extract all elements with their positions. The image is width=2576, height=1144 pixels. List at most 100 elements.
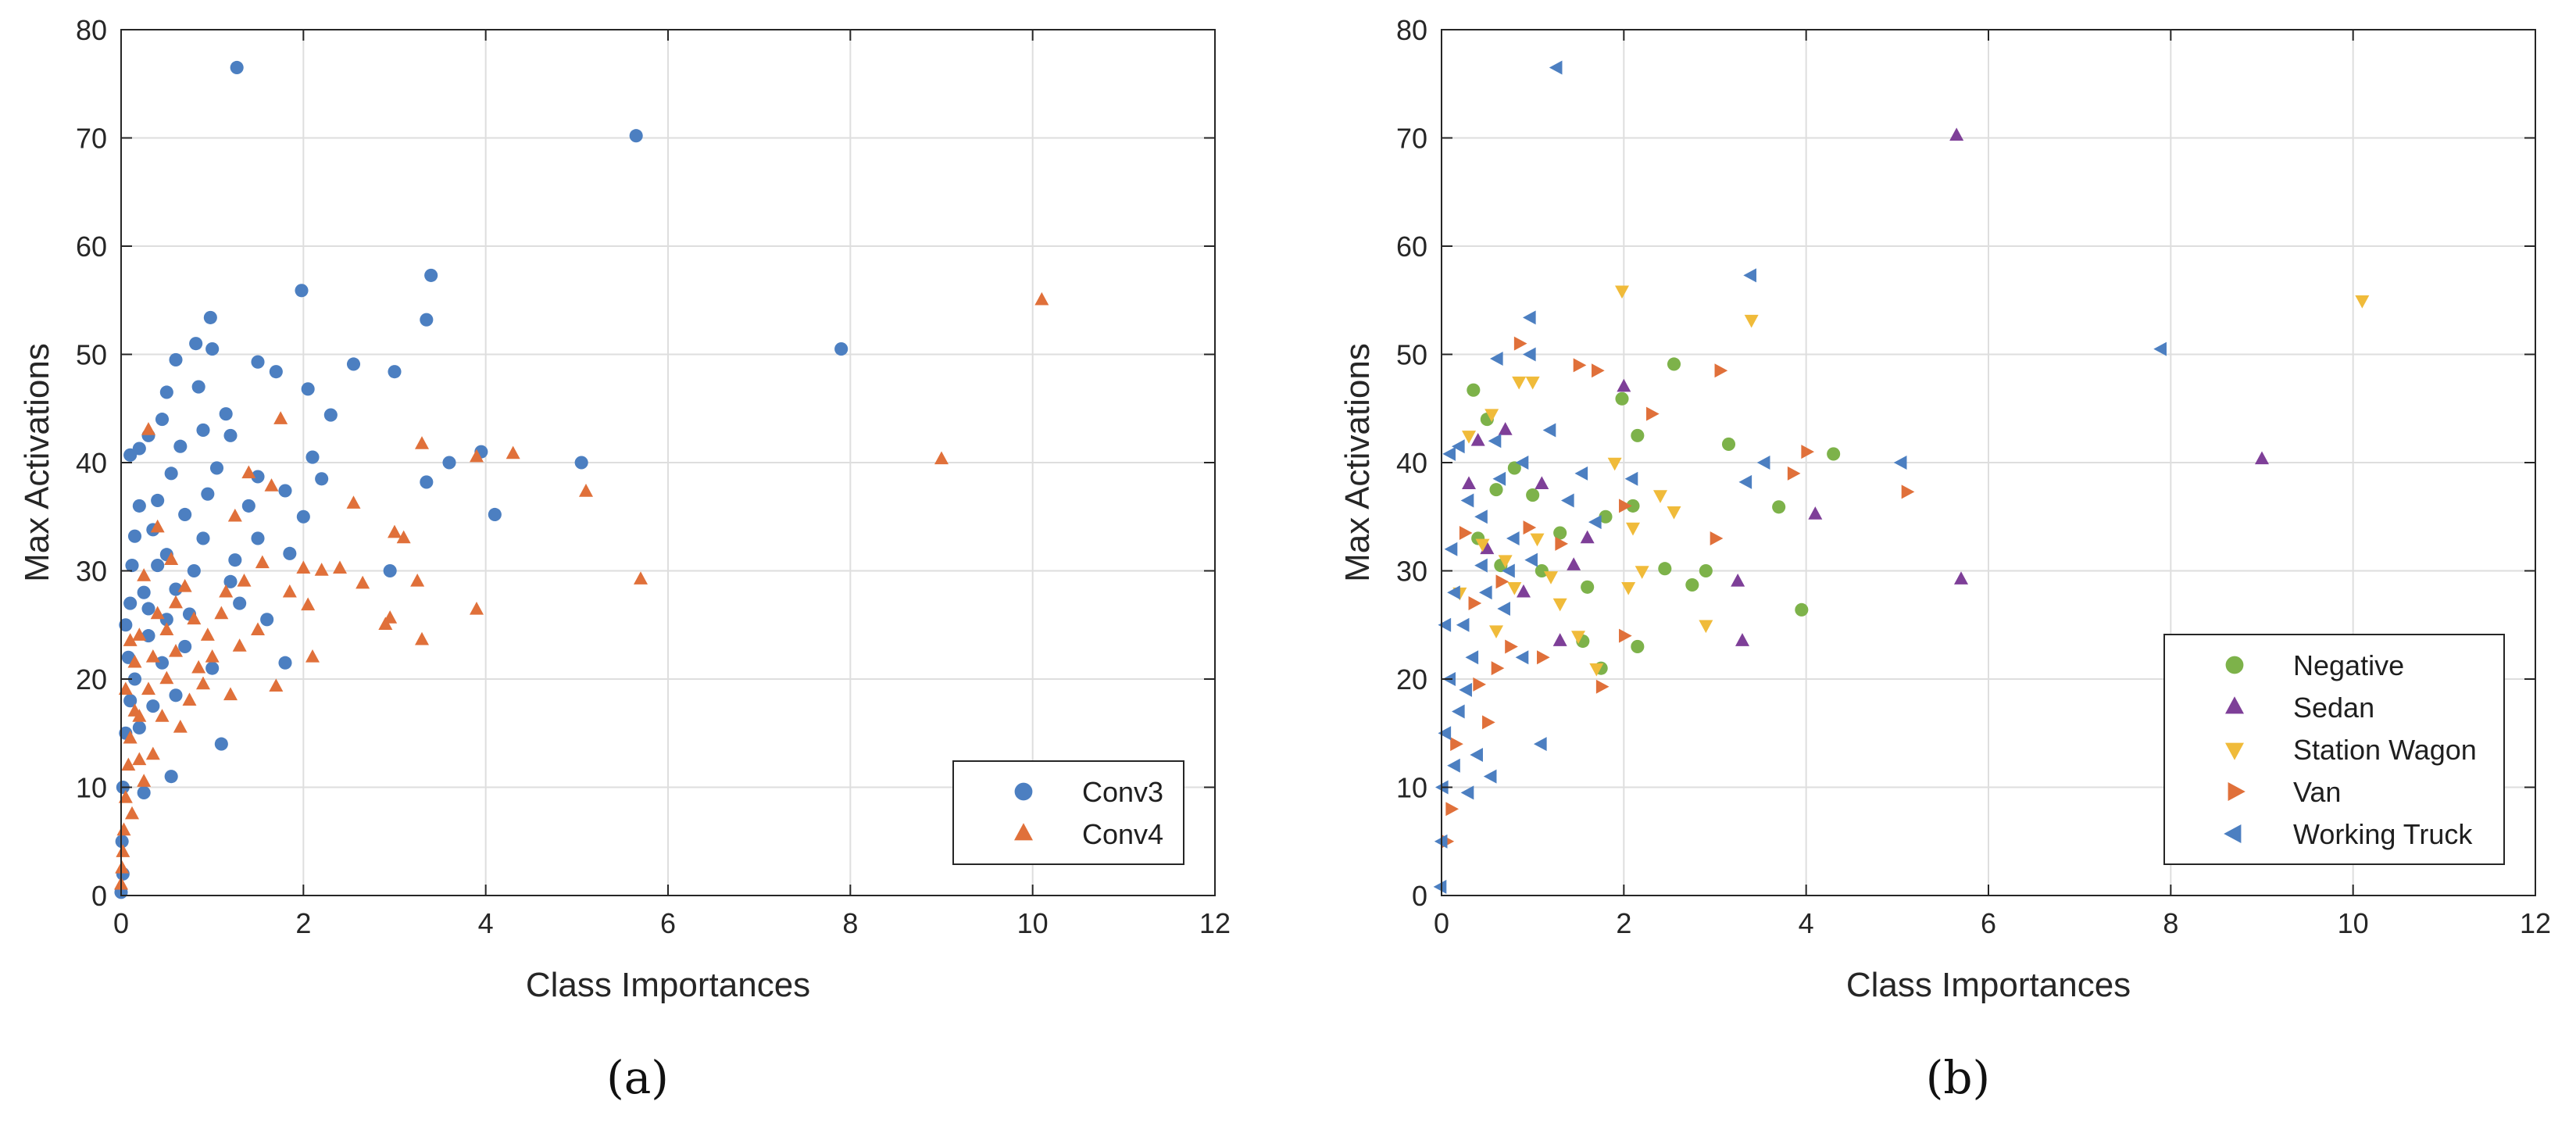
legend-label: Van <box>2293 776 2341 808</box>
data-point <box>1535 476 1549 489</box>
data-point <box>2255 451 2269 465</box>
data-point <box>137 785 151 799</box>
data-point <box>1772 500 1786 514</box>
data-point <box>121 757 136 771</box>
data-point <box>1473 677 1487 692</box>
data-point <box>118 681 133 695</box>
data-point <box>196 676 210 690</box>
data-point <box>1589 663 1604 677</box>
x-tick-label: 0 <box>1434 907 1449 939</box>
y-tick-label: 40 <box>76 447 107 479</box>
data-point <box>1438 617 1452 632</box>
data-point <box>115 860 130 874</box>
data-point <box>396 530 411 544</box>
data-point <box>155 413 170 427</box>
data-point <box>1580 530 1595 544</box>
data-point <box>205 342 220 356</box>
data-point <box>1478 585 1492 600</box>
data-point <box>1517 584 1531 598</box>
data-point <box>1626 499 1640 513</box>
data-point <box>424 268 438 282</box>
data-point <box>228 553 242 567</box>
data-point <box>123 633 138 646</box>
data-point <box>115 835 129 849</box>
data-point <box>1535 563 1549 578</box>
data-point <box>116 844 130 857</box>
data-point <box>1456 617 1470 632</box>
data-point <box>1795 602 1809 617</box>
data-point <box>1621 581 1636 595</box>
data-point <box>388 365 402 379</box>
data-point <box>169 644 183 657</box>
data-point <box>420 313 434 327</box>
data-point <box>2153 341 2167 356</box>
data-point <box>1646 406 1660 421</box>
x-tick-label: 4 <box>478 907 494 939</box>
data-point <box>1893 456 1907 470</box>
data-point <box>388 524 402 538</box>
data-point <box>132 627 147 641</box>
data-point <box>278 656 292 670</box>
x-tick-label: 2 <box>1616 907 1631 939</box>
data-point <box>1714 363 1728 378</box>
data-point <box>203 310 217 324</box>
data-point <box>1801 445 1815 459</box>
data-point <box>1522 310 1536 325</box>
data-point <box>116 822 131 836</box>
y-tick-label: 50 <box>76 339 107 371</box>
data-point <box>169 582 183 596</box>
data-point <box>415 436 429 449</box>
data-point <box>137 568 152 581</box>
data-point <box>1574 466 1588 481</box>
data-point <box>634 571 648 585</box>
data-point <box>1949 127 1964 141</box>
data-point <box>1465 650 1479 665</box>
data-point <box>383 563 397 578</box>
data-point <box>209 461 224 475</box>
data-point <box>1756 456 1770 470</box>
data-point <box>141 422 155 435</box>
data-point <box>1515 650 1529 665</box>
panel-b: 0 2 4 6 8 10 12 0 10 20 30 40 50 60 70 80 Class Importan… <box>1320 0 2576 1140</box>
legend-marker <box>1014 782 1033 801</box>
data-point <box>1710 531 1724 545</box>
data-point <box>1658 562 1672 576</box>
data-point <box>1459 682 1472 697</box>
data-point <box>223 428 238 442</box>
data-point <box>178 507 192 522</box>
legend-label: Sedan <box>2293 692 2374 724</box>
data-point <box>1491 661 1505 676</box>
x-tick-label: 2 <box>295 907 311 939</box>
x-tick-label: 4 <box>1799 907 1814 939</box>
data-point <box>1567 557 1581 570</box>
data-point <box>1553 526 1567 540</box>
y-tick-label: 60 <box>76 231 107 263</box>
data-point <box>146 699 160 713</box>
data-point <box>1573 358 1587 373</box>
chart-b: 0 2 4 6 8 10 12 0 10 20 30 40 50 60 70 80 Class Importan… <box>1338 14 2551 1004</box>
data-point <box>410 574 425 587</box>
data-point <box>159 622 174 635</box>
data-point <box>1506 531 1520 545</box>
data-point <box>127 672 142 686</box>
caption-b: (b) <box>1925 1051 1991 1104</box>
data-point <box>415 631 429 645</box>
data-point <box>273 411 288 424</box>
data-point <box>145 649 160 663</box>
data-point <box>127 654 142 668</box>
y-tick-label: 80 <box>76 14 107 46</box>
chart-a: 0 2 4 6 8 10 12 0 10 20 30 40 50 60 70 80 Class Importan… <box>18 14 1231 1004</box>
y-tick-label: 0 <box>1412 880 1427 912</box>
data-point <box>264 478 279 492</box>
data-point <box>1502 563 1515 578</box>
data-point <box>227 508 242 522</box>
data-point <box>1507 581 1522 595</box>
data-point <box>333 560 347 574</box>
data-point <box>315 472 329 486</box>
data-point <box>1735 633 1749 646</box>
data-point <box>169 595 183 609</box>
y-tick-label: 70 <box>76 123 107 155</box>
data-point <box>260 613 274 627</box>
legend: Negative Sedan Station Wagon Van Working Tru… <box>2163 634 2505 865</box>
y-tick-label: 20 <box>76 663 107 695</box>
